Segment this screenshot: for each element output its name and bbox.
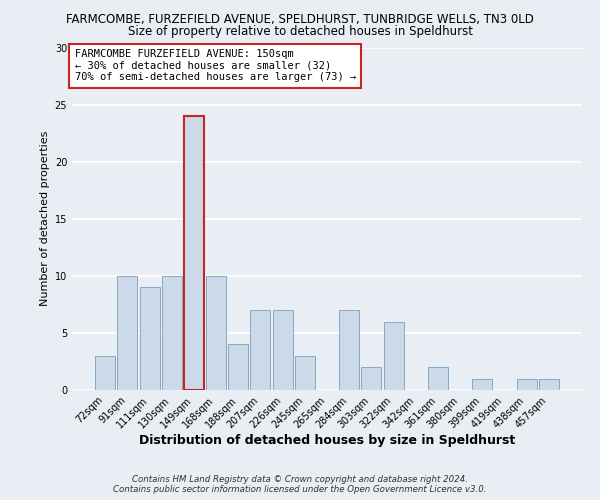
Bar: [428, 367, 448, 390]
X-axis label: Distribution of detached houses by size in Speldhurst: Distribution of detached houses by size …: [139, 434, 515, 447]
Bar: [517, 378, 536, 390]
Bar: [228, 344, 248, 390]
Bar: [118, 276, 137, 390]
Text: FARMCOMBE, FURZEFIELD AVENUE, SPELDHURST, TUNBRIDGE WELLS, TN3 0LD: FARMCOMBE, FURZEFIELD AVENUE, SPELDHURST…: [66, 12, 534, 26]
Bar: [472, 378, 492, 390]
Bar: [184, 116, 204, 390]
Y-axis label: Number of detached properties: Number of detached properties: [40, 131, 50, 306]
Bar: [295, 356, 315, 390]
Text: FARMCOMBE FURZEFIELD AVENUE: 150sqm
← 30% of detached houses are smaller (32)
70: FARMCOMBE FURZEFIELD AVENUE: 150sqm ← 30…: [74, 49, 356, 82]
Bar: [95, 356, 115, 390]
Text: Contains HM Land Registry data © Crown copyright and database right 2024.
Contai: Contains HM Land Registry data © Crown c…: [113, 474, 487, 494]
Bar: [383, 322, 404, 390]
Bar: [206, 276, 226, 390]
Bar: [272, 310, 293, 390]
Bar: [361, 367, 382, 390]
Bar: [539, 378, 559, 390]
Bar: [140, 287, 160, 390]
Bar: [339, 310, 359, 390]
Bar: [250, 310, 271, 390]
Bar: [162, 276, 182, 390]
Text: Size of property relative to detached houses in Speldhurst: Size of property relative to detached ho…: [128, 25, 473, 38]
